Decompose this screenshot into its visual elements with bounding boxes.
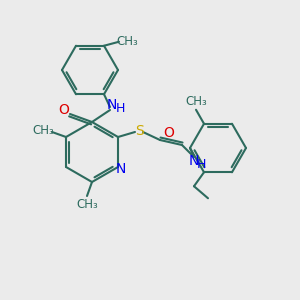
Text: H: H xyxy=(115,103,125,116)
Text: H: H xyxy=(196,158,206,172)
Text: N: N xyxy=(116,162,126,176)
Text: S: S xyxy=(136,124,144,138)
Text: CH₃: CH₃ xyxy=(32,124,54,136)
Text: CH₃: CH₃ xyxy=(76,197,98,211)
Text: N: N xyxy=(189,154,199,168)
Text: N: N xyxy=(107,98,117,112)
Text: CH₃: CH₃ xyxy=(185,95,207,108)
Text: O: O xyxy=(163,126,174,140)
Text: CH₃: CH₃ xyxy=(116,35,138,48)
Text: O: O xyxy=(58,103,69,117)
